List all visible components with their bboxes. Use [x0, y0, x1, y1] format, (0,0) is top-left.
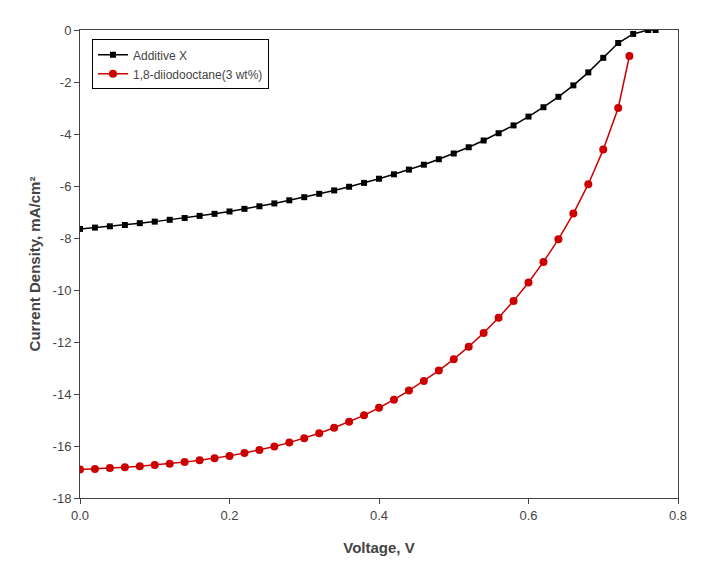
svg-text:-18: -18 [53, 491, 72, 506]
svg-text:-14: -14 [53, 387, 72, 402]
svg-text:-12: -12 [53, 335, 72, 350]
svg-text:0.6: 0.6 [519, 508, 537, 523]
svg-text:Additive X: Additive X [133, 49, 187, 63]
svg-text:Current Density, mA/cm²: Current Density, mA/cm² [26, 177, 43, 352]
svg-text:1,8-diiodooctane(3 wt%): 1,8-diiodooctane(3 wt%) [133, 68, 262, 82]
svg-text:-16: -16 [53, 439, 72, 454]
svg-text:0.2: 0.2 [220, 508, 238, 523]
svg-text:0.4: 0.4 [370, 508, 388, 523]
svg-text:-6: -6 [60, 179, 72, 194]
svg-text:-8: -8 [60, 231, 72, 246]
svg-text:Voltage, V: Voltage, V [343, 539, 414, 556]
svg-text:-4: -4 [60, 127, 72, 142]
svg-text:-10: -10 [53, 283, 72, 298]
svg-text:0.0: 0.0 [71, 508, 89, 523]
svg-text:0.8: 0.8 [669, 508, 687, 523]
svg-text:-2: -2 [60, 75, 72, 90]
svg-text:0: 0 [64, 23, 71, 38]
